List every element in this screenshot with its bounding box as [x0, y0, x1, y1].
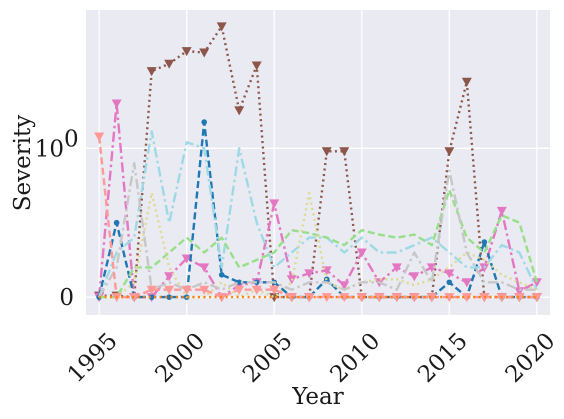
data-point [164, 285, 175, 295]
data-point [444, 147, 455, 157]
data-point [216, 22, 227, 32]
data-point [199, 285, 210, 295]
x-tick-label: 2005 [238, 328, 298, 388]
x-tick-labels: 1995 2000 2005 2010 2015 2020 [63, 328, 561, 388]
data-point [481, 239, 488, 245]
data-point [181, 47, 192, 57]
data-point [514, 293, 525, 303]
data-point [199, 263, 210, 273]
data-point [218, 272, 225, 278]
data-point [339, 293, 350, 303]
data-point [321, 293, 332, 303]
data-point [199, 48, 210, 58]
y-tick-labels: 010 0 [35, 126, 79, 311]
x-tick-label: 2015 [413, 328, 473, 388]
data-point [321, 147, 332, 157]
data-point [496, 206, 507, 216]
series-line [98, 162, 537, 298]
data-point [446, 279, 453, 286]
data-point [236, 279, 243, 286]
data-point [111, 99, 122, 109]
data-point [531, 278, 542, 288]
data-point [234, 106, 245, 116]
data-point [444, 269, 455, 279]
data-point [444, 293, 455, 303]
y-tick-label: 10 [35, 136, 64, 162]
series-layer [94, 22, 542, 303]
data-point [129, 293, 140, 303]
data-point [94, 132, 105, 142]
x-axis-title: Year [291, 384, 344, 410]
data-point [356, 293, 367, 303]
data-point [166, 294, 172, 300]
data-point [146, 285, 157, 295]
data-point [113, 219, 120, 226]
data-point [181, 254, 192, 264]
x-tick-label: 1995 [63, 328, 123, 388]
data-point [426, 293, 437, 303]
data-point [251, 285, 262, 295]
y-tick-label: 0 [59, 285, 74, 311]
data-point [164, 59, 175, 69]
x-tick-label: 2020 [501, 328, 561, 388]
data-point [269, 199, 280, 209]
data-point [514, 287, 525, 297]
data-point [234, 285, 245, 295]
grid-lines [86, 10, 550, 315]
data-point [201, 119, 207, 125]
data-point [148, 294, 155, 300]
x-tick-label: 2000 [150, 328, 210, 388]
data-point [374, 293, 385, 303]
data-point [269, 285, 280, 295]
data-point [531, 293, 542, 303]
y-tick-exponent: 0 [64, 126, 79, 152]
data-point [461, 293, 472, 303]
series-line [99, 191, 538, 299]
data-point [461, 77, 472, 87]
data-point [461, 278, 472, 288]
data-point [181, 285, 192, 295]
series-line [99, 25, 537, 299]
data-point [146, 67, 157, 77]
series-6 [99, 191, 538, 299]
y-axis-title: Severity [10, 115, 36, 212]
data-point [304, 269, 315, 279]
data-point [356, 248, 367, 258]
series-7 [98, 162, 537, 298]
data-point [409, 272, 420, 282]
data-point [164, 272, 175, 282]
data-point [391, 263, 402, 273]
data-point [339, 281, 350, 291]
data-point [339, 147, 350, 157]
x-tick-label: 2010 [326, 328, 386, 388]
data-point [251, 61, 262, 71]
